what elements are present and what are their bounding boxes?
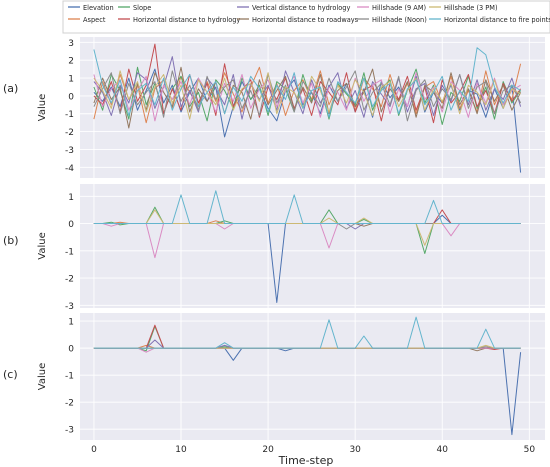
y-tick-label: 1	[68, 75, 74, 85]
legend-label: Horizontal distance to fire points	[444, 16, 550, 24]
y-tick-label: 0	[68, 92, 74, 102]
panel-label: (a)	[3, 82, 18, 95]
legend-label: Horizontal distance to roadways	[252, 16, 359, 24]
y-tick-label: 0	[68, 345, 74, 355]
y-tick-label: -4	[65, 164, 74, 174]
legend-label: Elevation	[83, 4, 114, 12]
y-tick-label: 1	[68, 318, 74, 328]
y-tick-label: 3	[68, 39, 74, 49]
y-tick-label: -2	[65, 275, 74, 285]
y-axis-label: Value	[37, 232, 48, 259]
y-tick-label: -1	[65, 372, 74, 382]
x-tick-label: 50	[524, 445, 536, 455]
x-tick-label: 40	[437, 445, 449, 455]
series-line	[93, 316, 521, 349]
panel-label: (b)	[3, 234, 19, 247]
panel: -3 -2 -1 0 1 Value (b)	[3, 184, 545, 312]
legend-label: Hillshade (Noon)	[372, 16, 427, 24]
x-axis-label: Time-step	[278, 454, 334, 467]
series-line	[93, 190, 521, 224]
y-tick-label: -1	[65, 247, 74, 257]
series-line	[93, 70, 521, 120]
y-tick-label: 0	[68, 220, 74, 230]
y-tick-label: -3	[65, 146, 74, 156]
y-tick-label: -2	[65, 128, 74, 138]
y-tick-label: 1	[68, 193, 74, 203]
legend-label: Slope	[133, 4, 151, 12]
series-line	[93, 47, 521, 118]
plot-area	[80, 184, 545, 308]
legend: Elevation Aspect Slope Horizontal distance …	[62, 0, 550, 34]
legend-label: Hillshade (9 AM)	[372, 4, 426, 12]
y-tick-label: -2	[65, 399, 74, 409]
x-tick-label: 0	[91, 445, 97, 455]
panels: -4 -3 -2 -1 0 1 2 3 Value (a) -3 -2 -1 0 1 Value (b) -3 -2…	[3, 37, 545, 455]
plot-area	[80, 313, 545, 440]
legend-label: Aspect	[83, 16, 106, 24]
series-line	[93, 66, 522, 129]
series-line	[93, 70, 522, 122]
panel: -4 -3 -2 -1 0 1 2 3 Value (a)	[3, 37, 545, 178]
x-tick-label: 10	[175, 445, 187, 455]
y-tick-label: -3	[65, 426, 74, 436]
y-axis-label: Value	[37, 94, 48, 121]
x-tick-label: 20	[262, 445, 274, 455]
y-tick-label: -3	[65, 302, 74, 312]
legend-label: Horizontal distance to hydrology	[133, 16, 240, 24]
panel-label: (c)	[3, 368, 18, 381]
legend-label: Hillshade (3 PM)	[444, 4, 498, 12]
y-tick-label: -1	[65, 110, 74, 120]
y-axis-label: Value	[37, 363, 48, 390]
y-tick-label: 2	[68, 57, 74, 67]
legend-box	[62, 0, 550, 34]
legend-label: Vertical distance to hydrology	[252, 4, 350, 12]
panel: -3 -2 -1 0 1 Value (c) 0 10 20 30 40 50	[3, 313, 545, 455]
x-tick-label: 30	[349, 445, 361, 455]
